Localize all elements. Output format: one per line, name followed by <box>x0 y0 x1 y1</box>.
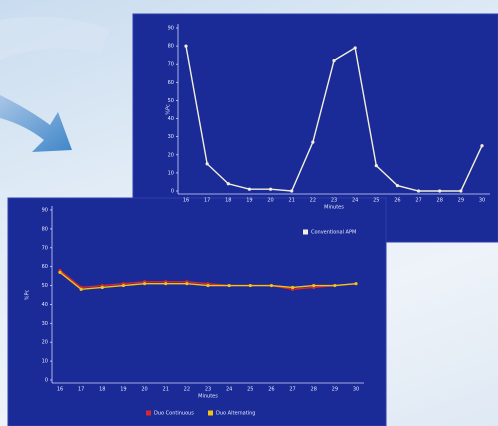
x-tick-label: 25 <box>247 387 253 393</box>
y-tick-label: 0 <box>45 378 48 384</box>
y-tick-label: 20 <box>168 152 174 158</box>
y-tick-label: 90 <box>168 26 174 32</box>
point <box>395 183 400 188</box>
x-tick-label: 30 <box>479 198 485 204</box>
y-tick-label: 70 <box>42 245 48 251</box>
point <box>269 283 274 288</box>
point <box>100 285 104 290</box>
y-tick-label: 30 <box>168 134 174 140</box>
x-tick-label: 22 <box>310 198 316 204</box>
point <box>354 282 358 286</box>
legend-label: Duo Alternating <box>216 411 255 417</box>
x-tick-label: 29 <box>458 198 464 204</box>
point <box>438 189 442 193</box>
point <box>268 187 273 191</box>
point <box>184 44 188 48</box>
point <box>227 283 231 288</box>
y-tick-label: 10 <box>42 359 48 365</box>
x-tick-label: 30 <box>353 387 359 393</box>
x-tick-label: 16 <box>183 198 189 204</box>
x-tick-label: 21 <box>289 198 295 204</box>
point <box>332 59 336 63</box>
x-tick-label: 20 <box>141 387 147 393</box>
x-tick-label: 22 <box>184 387 190 393</box>
x-tick-label: 26 <box>394 198 400 204</box>
x-tick-label: 18 <box>99 387 105 393</box>
y-tick-label: 70 <box>168 62 174 68</box>
decor-swoosh <box>0 16 110 61</box>
x-tick-label: 17 <box>78 387 84 393</box>
point <box>79 287 83 291</box>
x-tick-label: 17 <box>204 198 210 204</box>
x-axis-label: Minutes <box>198 394 218 400</box>
x-tick-label: 24 <box>352 198 358 204</box>
y-tick-label: 50 <box>42 283 48 289</box>
x-tick-label: 28 <box>437 198 443 204</box>
point <box>121 283 126 288</box>
point <box>206 283 210 288</box>
point <box>248 283 252 288</box>
decor-arrow <box>0 95 72 152</box>
x-tick-label: 24 <box>226 387 232 393</box>
point <box>312 283 316 288</box>
point <box>58 270 62 274</box>
y-tick-label: 20 <box>42 340 48 346</box>
point <box>290 285 295 290</box>
legend-swatch <box>146 410 151 416</box>
point <box>226 182 230 186</box>
point <box>374 164 378 168</box>
point <box>459 189 463 193</box>
y-tick-label: 80 <box>42 226 48 232</box>
y-tick-label: 90 <box>42 208 48 214</box>
x-tick-label: 18 <box>225 198 231 204</box>
point <box>333 283 337 288</box>
point <box>311 140 315 144</box>
x-tick-label: 19 <box>120 387 126 393</box>
x-tick-label: 21 <box>163 387 169 393</box>
y-axis-label: %Pc <box>166 104 172 115</box>
x-tick-label: 19 <box>246 198 252 204</box>
x-tick-label: 23 <box>205 387 211 393</box>
point <box>353 46 357 50</box>
point <box>205 162 209 166</box>
x-tick-label: 20 <box>267 198 273 204</box>
y-tick-label: 10 <box>168 170 174 176</box>
x-tick-label: 27 <box>289 387 295 393</box>
y-tick-label: 40 <box>168 116 174 122</box>
legend-label: Conventional APM <box>311 230 356 236</box>
point <box>142 282 147 286</box>
y-tick-label: 30 <box>42 321 48 327</box>
point <box>480 144 484 148</box>
x-axis-label: Minutes <box>324 205 344 211</box>
x-tick-label: 29 <box>332 387 338 393</box>
x-tick-label: 27 <box>415 198 421 204</box>
x-tick-label: 23 <box>331 198 337 204</box>
y-tick-label: 60 <box>42 264 48 270</box>
x-tick-label: 25 <box>373 198 379 204</box>
y-tick-label: 40 <box>42 302 48 308</box>
x-tick-label: 28 <box>311 387 317 393</box>
x-tick-label: 16 <box>57 387 63 393</box>
y-tick-label: 60 <box>168 80 174 86</box>
x-tick-label: 26 <box>268 387 274 393</box>
legend-swatch <box>303 229 308 235</box>
point <box>290 189 294 193</box>
point <box>416 189 421 193</box>
y-tick-label: 0 <box>171 189 174 195</box>
point <box>164 282 168 286</box>
chart-panel <box>7 197 387 426</box>
point <box>185 282 189 286</box>
legend-swatch <box>208 410 213 416</box>
y-tick-label: 50 <box>168 98 174 104</box>
y-axis-label: %Pc <box>25 289 31 300</box>
point <box>247 187 252 191</box>
legend-label: Duo Continuous <box>154 411 194 417</box>
y-tick-label: 80 <box>168 44 174 50</box>
